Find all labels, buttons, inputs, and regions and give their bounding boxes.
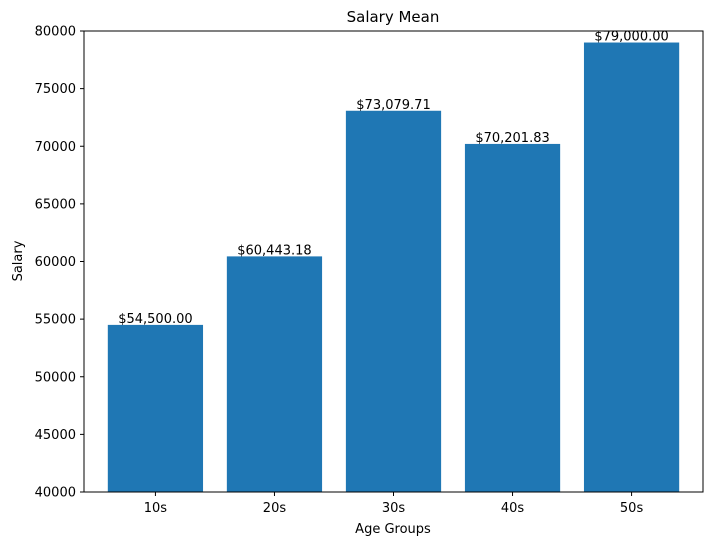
data-label-10s: $54,500.00 — [118, 312, 192, 327]
data-label-30s: $73,079.71 — [356, 98, 430, 113]
bars — [107, 42, 680, 493]
plot-area: $54,500.00 $60,443.18 $73,079.71 $70,201.83… — [35, 25, 704, 516]
x-tick-label-10s: 10s — [144, 501, 168, 516]
bar-10s — [107, 324, 204, 492]
data-label-20s: $60,443.18 — [237, 243, 311, 258]
x-tick-label-50s: 50s — [620, 501, 644, 516]
data-label-50s: $79,000.00 — [594, 30, 668, 45]
y-tick-label-75000: 75000 — [35, 82, 76, 97]
y-tick-label-45000: 45000 — [35, 428, 76, 443]
x-axis-label: Age Groups — [355, 522, 431, 537]
y-tick-label-55000: 55000 — [35, 313, 76, 328]
data-label-40s: $70,201.83 — [475, 131, 549, 146]
y-tick-label-60000: 60000 — [35, 255, 76, 270]
bar-20s — [226, 256, 323, 492]
chart-title: Salary Mean — [347, 8, 440, 26]
y-tick-label-70000: 70000 — [35, 140, 76, 155]
y-axis: 40000 45000 50000 55000 60000 65000 70000 75000… — [35, 25, 84, 501]
bar-30s — [345, 110, 442, 492]
y-tick-label-65000: 65000 — [35, 197, 76, 212]
x-tick-label-40s: 40s — [501, 501, 525, 516]
y-tick-label-40000: 40000 — [35, 486, 76, 501]
bar-50s — [583, 42, 680, 493]
x-tick-label-30s: 30s — [382, 501, 406, 516]
x-axis: 10s 20s 30s 40s 50s — [144, 492, 644, 516]
data-labels: $54,500.00 $60,443.18 $73,079.71 $70,201.83… — [118, 30, 669, 327]
y-tick-label-50000: 50000 — [35, 370, 76, 385]
bar-40s — [464, 143, 561, 493]
y-tick-label-80000: 80000 — [35, 25, 76, 40]
y-axis-label: Salary — [11, 240, 26, 281]
x-tick-label-20s: 20s — [263, 501, 287, 516]
